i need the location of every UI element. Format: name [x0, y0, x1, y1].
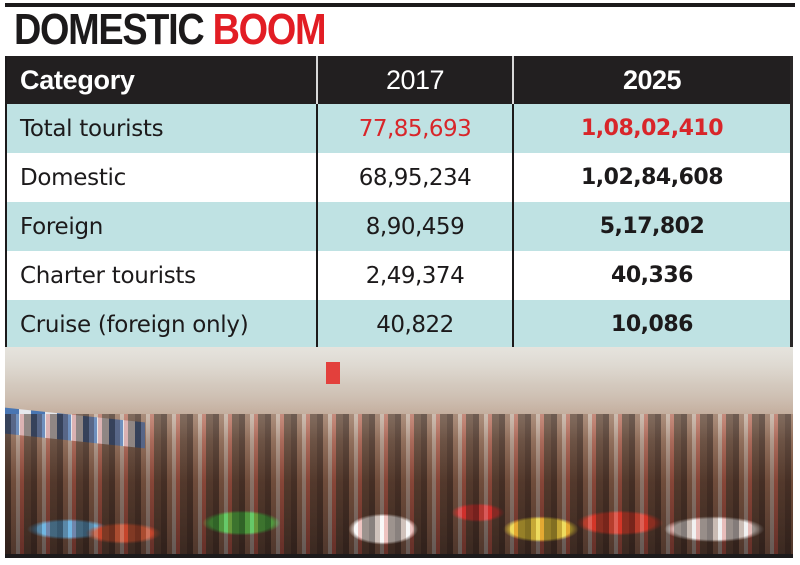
cell-2017: 40,822 [316, 300, 512, 349]
page-title: DOMESTIC BOOM [14, 4, 327, 56]
table-row-charter-tourists: Charter tourists 2,49,374 40,336 [7, 251, 790, 300]
header-2025: 2025 [512, 56, 790, 104]
table-row-foreign: Foreign 8,90,459 5,17,802 [7, 202, 790, 251]
table-header-row: Category 2017 2025 [7, 56, 790, 104]
cell-2017: 2,49,374 [316, 251, 512, 300]
cell-2017: 8,90,459 [316, 202, 512, 251]
cell-2025: 1,08,02,410 [512, 104, 790, 153]
table-row-cruise: Cruise (foreign only) 40,822 10,086 [7, 300, 790, 349]
cell-2025: 1,02,84,608 [512, 153, 790, 202]
header-category: Category [20, 64, 135, 95]
cell-category: Total tourists [20, 115, 164, 142]
cell-2025: 40,336 [512, 251, 790, 300]
cell-category: Charter tourists [20, 262, 196, 289]
cell-category: Cruise (foreign only) [20, 311, 249, 338]
tourist-stats-table: Category 2017 2025 Total tourists 77,85,… [5, 56, 793, 349]
top-rule [5, 3, 795, 7]
beach-crowd-photo [5, 347, 793, 558]
table-row-domestic: Domestic 68,95,234 1,02,84,608 [7, 153, 790, 202]
cell-2017: 68,95,234 [316, 153, 512, 202]
crowd [5, 414, 793, 554]
table-row-total-tourists: Total tourists 77,85,693 1,08,02,410 [7, 104, 790, 153]
title-boom: BOOM [212, 5, 327, 54]
cell-2017: 77,85,693 [316, 104, 512, 153]
cell-category: Domestic [20, 164, 126, 191]
cell-2025: 10,086 [512, 300, 790, 349]
cell-category: Foreign [20, 213, 104, 240]
title-domestic: DOMESTIC [14, 5, 205, 54]
red-flag [326, 362, 340, 384]
header-2017: 2017 [316, 56, 512, 104]
cell-2025: 5,17,802 [512, 202, 790, 251]
